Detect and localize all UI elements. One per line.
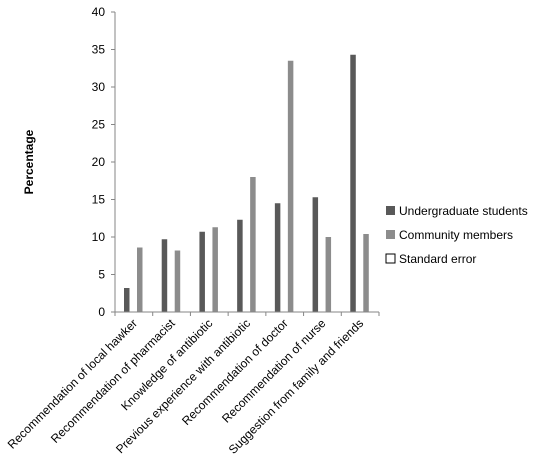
bar-community-members: [325, 237, 332, 312]
bar-community-members: [250, 177, 256, 312]
y-tick-label: 20: [92, 155, 106, 169]
legend-swatch: [386, 230, 395, 239]
y-tick-label: 25: [92, 118, 106, 132]
bar-community-members: [174, 250, 181, 312]
bar-undergraduate-students: [350, 54, 356, 312]
y-tick-label: 10: [92, 230, 106, 244]
plot-area: [114, 54, 380, 316]
bar-undergraduate-students: [161, 239, 168, 312]
y-tick-label: 15: [92, 193, 106, 207]
bar-undergraduate-students: [274, 203, 281, 312]
y-tick-label: 0: [98, 305, 105, 319]
bar-undergraduate-students: [237, 219, 243, 312]
x-tick-label: Previous experience with antibiotic: [113, 316, 253, 456]
legend-label: Standard error: [399, 252, 476, 266]
legend-swatch: [385, 253, 396, 264]
bar-community-members: [137, 247, 143, 312]
legend-swatch: [386, 206, 395, 215]
bar-undergraduate-students: [312, 197, 319, 312]
x-axis-tick-labels: Recommendation of local hawkerRecommenda…: [5, 316, 367, 457]
legend: Undergraduate students Community members S…: [385, 204, 528, 266]
y-tick-label: 5: [98, 268, 105, 282]
y-axis-label: Percentage: [22, 129, 36, 194]
bar-undergraduate-students: [124, 288, 130, 312]
y-tick-label: 35: [92, 43, 106, 57]
bar-community-members: [363, 234, 369, 312]
y-tick-label: 30: [92, 80, 106, 94]
legend-label: Undergraduate students: [399, 204, 528, 218]
bar-community-members: [287, 60, 294, 312]
y-axis-ticks: 0 5 10 15 20 25 30 35 40: [92, 5, 115, 319]
y-tick-label: 40: [92, 5, 106, 19]
bar-undergraduate-students: [199, 231, 205, 312]
x-tick-label: Suggestion from family and friends: [226, 316, 367, 457]
bar-community-members: [212, 227, 218, 312]
legend-label: Community members: [399, 228, 513, 242]
